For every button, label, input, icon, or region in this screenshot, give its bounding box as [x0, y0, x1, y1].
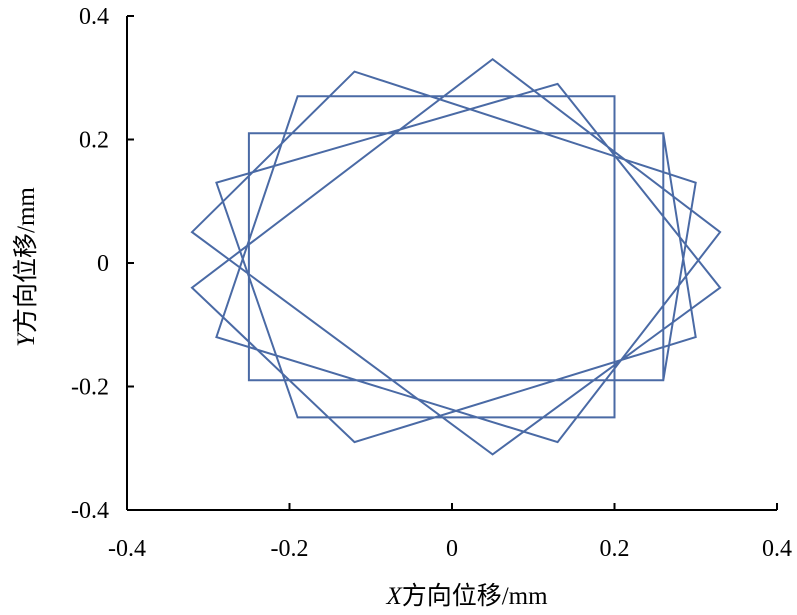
x-axis-title: X方向位移/mm	[385, 582, 548, 610]
x-axis-title-var: X	[385, 583, 403, 610]
x-tick-label: 0	[446, 536, 458, 562]
y-tick-label: 0.2	[79, 128, 109, 154]
plot-lines	[190, 57, 722, 456]
y-axis-title: Y方向位移/mm	[12, 187, 40, 347]
y-axis-title-var: Y	[13, 330, 40, 347]
y-tick-label: -0.4	[71, 498, 109, 524]
tick-labels: -0.4 -0.2 0 0.2 0.4 -0.4 -0.2 0 0.2 0.4	[71, 4, 792, 562]
x-axis-title-rest: 方向位移/mm	[402, 582, 548, 610]
x-tick-label: -0.2	[271, 536, 309, 562]
y-tick-label: 0.4	[79, 4, 109, 30]
series-line-0	[190, 57, 722, 456]
y-tick-label: -0.2	[71, 375, 109, 401]
y-tick-label: 0	[97, 251, 109, 277]
x-tick-label: 0.4	[762, 536, 792, 562]
x-tick-label: 0.2	[600, 536, 630, 562]
x-tick-label: -0.4	[108, 536, 146, 562]
axes	[126, 15, 778, 511]
y-axis-title-rest: 方向位移/mm	[12, 187, 40, 333]
